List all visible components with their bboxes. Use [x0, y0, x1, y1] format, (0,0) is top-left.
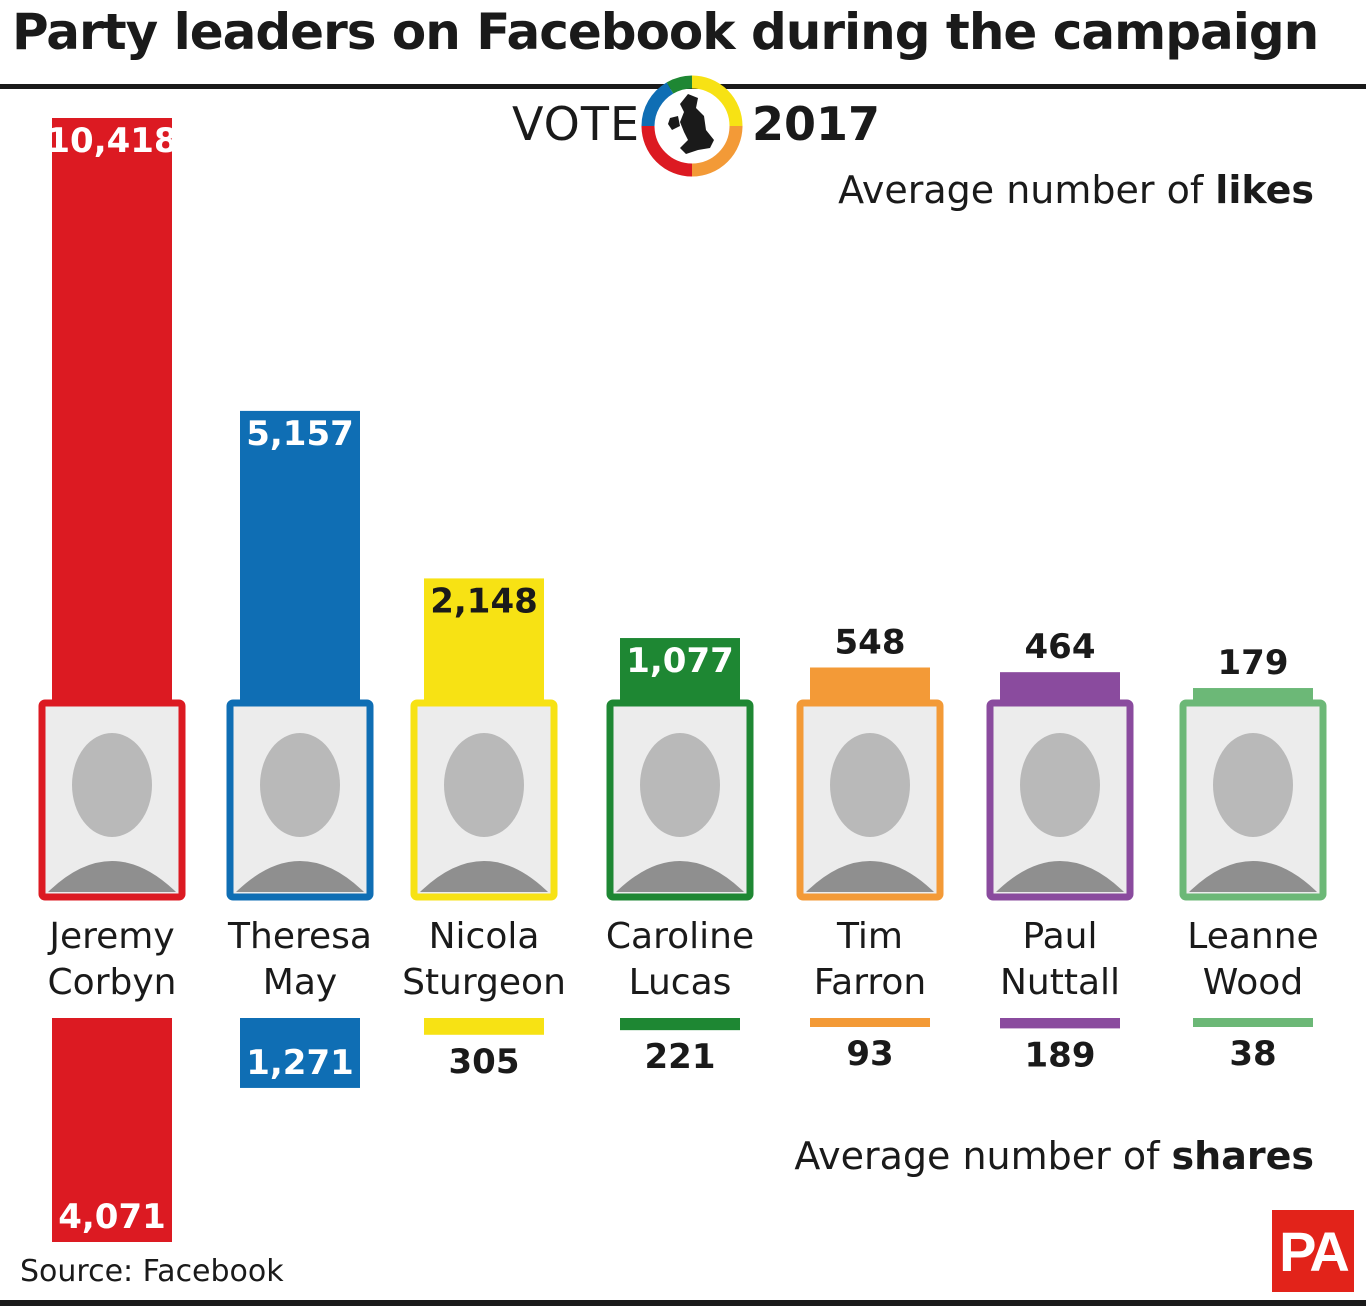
leader-name-label: Sturgeon: [402, 962, 566, 1003]
likes-value-label: 464: [1025, 627, 1096, 667]
likes-bar-caroline-lucas: [620, 638, 740, 704]
source-note: Source: Facebook: [20, 1254, 284, 1289]
likes-bar-tim-farron: [810, 667, 930, 704]
pa-logo: PA: [1272, 1210, 1354, 1292]
leader-name-label: Tim: [836, 916, 903, 957]
shares-bar-leanne-wood: [1193, 1018, 1313, 1027]
leader-name-label: Lucas: [629, 962, 732, 1003]
portrait-icon: [616, 733, 744, 892]
leader-name-label: Farron: [814, 962, 926, 1003]
shares-bar-caroline-lucas: [620, 1018, 740, 1031]
likes-value-label: 10,418: [46, 121, 177, 161]
portrait-icon: [806, 733, 934, 892]
shares-value-label: 189: [1025, 1035, 1096, 1075]
leader-name-label: Nuttall: [1000, 962, 1120, 1003]
shares-bar-nicola-sturgeon: [424, 1018, 544, 1035]
leader-name-label: Caroline: [606, 916, 754, 957]
shares-value-label: 93: [846, 1034, 893, 1074]
leader-name-label: May: [263, 962, 337, 1003]
likes-bar-nicola-sturgeon: [424, 578, 544, 704]
shares-value-label: 38: [1229, 1034, 1276, 1074]
leader-name-label: Leanne: [1187, 916, 1318, 957]
portrait-icon: [1189, 733, 1317, 892]
chart-title: Party leaders on Facebook during the cam…: [12, 3, 1319, 61]
portrait-icon: [420, 733, 548, 892]
likes-value-label: 2,148: [430, 581, 538, 621]
leader-name-label: Paul: [1023, 916, 1098, 957]
vote-word: VOTE: [512, 97, 641, 151]
likes-value-label: 1,077: [626, 641, 734, 681]
shares-bar-jeremy-corbyn: [52, 1018, 172, 1242]
portrait-icon: [236, 733, 364, 892]
shares-value-label: 305: [449, 1042, 520, 1082]
leader-name-label: Nicola: [429, 916, 540, 957]
likes-bar-jeremy-corbyn: [52, 118, 172, 704]
shares-value-label: 1,271: [246, 1043, 354, 1083]
shares-value-label: 4,071: [58, 1197, 166, 1237]
likes-value-label: 548: [835, 622, 906, 662]
shares-bar-paul-nuttall: [1000, 1018, 1120, 1029]
bottom-divider: [0, 1300, 1366, 1306]
leader-name-label: Theresa: [227, 916, 372, 957]
portrait-icon: [996, 733, 1124, 892]
shares-bar-tim-farron: [810, 1018, 930, 1027]
vote-2017-logo-icon: [641, 75, 743, 177]
likes-value-label: 179: [1218, 643, 1289, 683]
shares-label: Average number of shares: [794, 1134, 1314, 1178]
shares-value-label: 221: [645, 1037, 716, 1077]
portrait-icon: [48, 733, 176, 892]
likes-label: Average number of likes: [838, 168, 1314, 212]
likes-value-label: 5,157: [246, 414, 354, 454]
shares-bar-theresa-may: [240, 1018, 360, 1088]
leader-name-label: Corbyn: [48, 962, 177, 1003]
likes-bar-paul-nuttall: [1000, 672, 1120, 704]
leader-name-label: Wood: [1203, 962, 1303, 1003]
likes-bar-theresa-may: [240, 410, 360, 704]
vote-year: 2017: [752, 97, 881, 151]
leader-name-label: Jeremy: [47, 916, 174, 957]
